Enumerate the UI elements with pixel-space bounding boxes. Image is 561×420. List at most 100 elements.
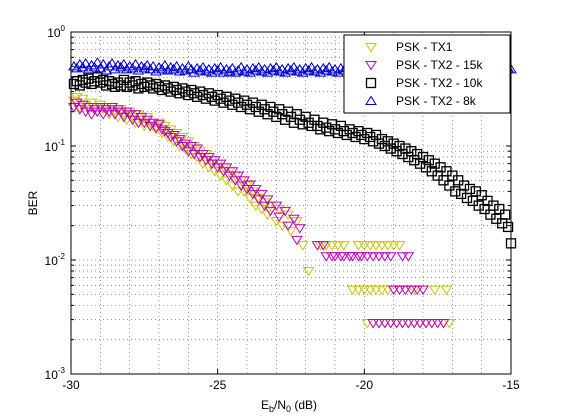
data-point [361,319,374,329]
data-point [373,252,385,262]
data-point [346,285,359,296]
data-point [194,65,206,75]
data-point [208,156,221,166]
data-point [229,67,242,77]
data-point [387,241,400,251]
data-point [382,136,393,147]
data-point [273,212,286,223]
x-tick-label: -20 [356,378,374,392]
data-point [337,241,350,251]
data-point [285,226,297,237]
data-point [267,65,280,75]
data-point [97,58,110,69]
data-point [352,241,365,251]
data-point [417,285,429,296]
data-point [270,201,283,212]
data-point [106,57,118,68]
data-point [82,105,95,115]
data-point [329,252,341,262]
data-point [103,60,116,71]
data-point [370,241,382,251]
data-point [279,206,292,217]
data-point [326,241,338,251]
data-point [396,252,409,262]
data-point [364,285,377,296]
data-point [370,285,382,296]
data-point [367,252,380,262]
data-point [346,252,359,262]
data-point [337,252,350,262]
data-point [293,224,306,234]
data-point [214,61,227,72]
legend-item: PSK - TX1 [365,40,453,54]
data-point [264,206,277,217]
data-point [232,171,245,182]
data-point [302,267,315,277]
legend-label: PSK - TX2 - 10k [396,76,483,90]
data-point [182,147,195,157]
data-point [91,57,104,67]
data-point [92,72,103,83]
data-point [499,209,511,220]
data-point [158,121,171,132]
data-point [232,65,245,75]
y-tick-label: 10-3 [45,366,66,382]
data-point [223,66,236,76]
data-point [396,319,409,329]
data-point [85,59,98,70]
plot-frame [70,31,512,375]
data-point [450,186,461,197]
data-point [79,107,92,118]
data-point [290,216,303,227]
data-point [502,221,514,233]
data-point [423,155,435,166]
data-point [255,66,268,76]
data-point [118,74,129,86]
data-point [97,110,110,120]
data-point [384,252,397,262]
legend-marker [365,77,377,89]
data-point [352,285,365,296]
series-2 [68,98,450,329]
data-point [132,118,145,129]
data-point [408,319,421,329]
data-point [273,66,286,76]
data-point [302,65,315,75]
data-point [358,241,371,251]
data-point [494,203,505,215]
data-point [399,285,412,296]
data-point [141,112,154,123]
data-point [173,135,186,145]
data-point [308,66,321,76]
data-point [100,105,113,115]
data-point [88,105,101,115]
legend-item: PSK - TX2 - 10k [365,76,483,90]
data-point [355,252,368,262]
data-point [79,57,92,68]
data-point [414,319,426,329]
data-point [153,118,165,129]
data-point [241,184,253,195]
data-point [211,65,224,75]
data-point [246,189,259,200]
data-point [106,105,118,115]
data-point [138,121,151,132]
data-point [241,181,253,191]
data-point [185,142,198,152]
data-point [244,180,256,190]
data-point [167,63,180,74]
data-point [170,60,183,71]
data-point [124,77,135,88]
data-point [320,65,333,75]
data-point [464,183,476,195]
y-tick-label: 10-2 [45,252,66,268]
data-point [123,110,136,120]
data-point [381,241,394,251]
data-point [443,319,456,329]
data-point [223,171,236,182]
legend: PSK - TX1 PSK - TX2 - 15k PSK - TX2 - 10k P… [343,34,511,114]
data-point [91,107,104,118]
data-point [112,105,124,115]
data-point [488,200,499,211]
